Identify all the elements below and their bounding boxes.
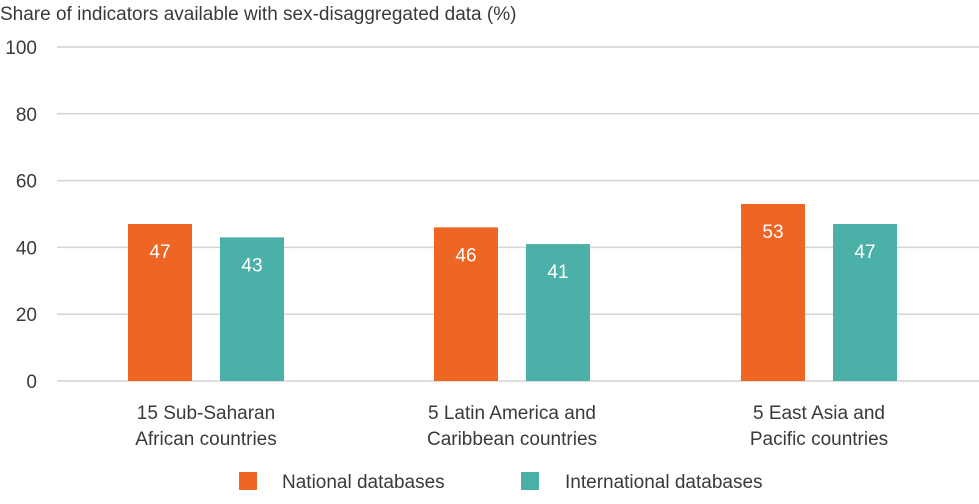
y-tick-label: 100 (5, 38, 37, 59)
legend-swatch (521, 472, 539, 490)
x-tick-label: 15 Sub-Saharan (137, 403, 275, 424)
y-tick-label: 20 (16, 305, 37, 326)
bar (128, 224, 192, 381)
bar-value-label: 43 (241, 255, 262, 276)
bar (526, 244, 590, 381)
x-tick-label: African countries (135, 429, 277, 450)
legend: National databases International database… (239, 472, 763, 493)
bar (220, 237, 284, 381)
bars (128, 203, 897, 381)
gridlines (57, 46, 979, 382)
x-tick-label: 5 Latin America and (428, 403, 596, 424)
y-tick-label: 60 (16, 172, 37, 193)
bar (434, 227, 498, 381)
x-tick-label: Pacific countries (750, 429, 888, 450)
bar (833, 224, 897, 381)
y-axis-title: Share of indicators available with sex-d… (0, 4, 516, 25)
bar-value-label: 47 (149, 242, 170, 263)
x-tick-label: 5 East Asia and (753, 403, 885, 424)
y-tick-label: 40 (16, 238, 37, 259)
bar-value-label: 41 (547, 262, 568, 283)
y-tick-label: 0 (26, 372, 37, 393)
y-tick-label: 80 (16, 105, 37, 126)
legend-swatch (239, 472, 257, 490)
x-tick-label: Caribbean countries (427, 429, 597, 450)
bar-value-label: 47 (854, 242, 875, 263)
bar-value-label: 53 (762, 222, 783, 243)
x-axis-ticks: 15 Sub-Saharan African countries 5 Latin A… (135, 403, 888, 450)
bar (741, 203, 805, 381)
legend-label: National databases (282, 472, 445, 493)
data-labels: 47 43 46 41 53 47 (149, 222, 875, 283)
bar-value-label: 46 (455, 245, 476, 266)
legend-label: International databases (565, 472, 763, 493)
y-axis-ticks: 0 20 40 60 80 100 (5, 38, 37, 393)
